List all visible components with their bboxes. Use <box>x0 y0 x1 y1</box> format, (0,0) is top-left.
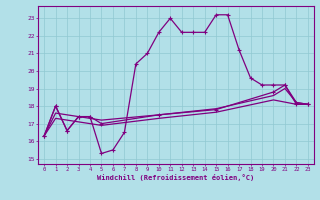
X-axis label: Windchill (Refroidissement éolien,°C): Windchill (Refroidissement éolien,°C) <box>97 174 255 181</box>
